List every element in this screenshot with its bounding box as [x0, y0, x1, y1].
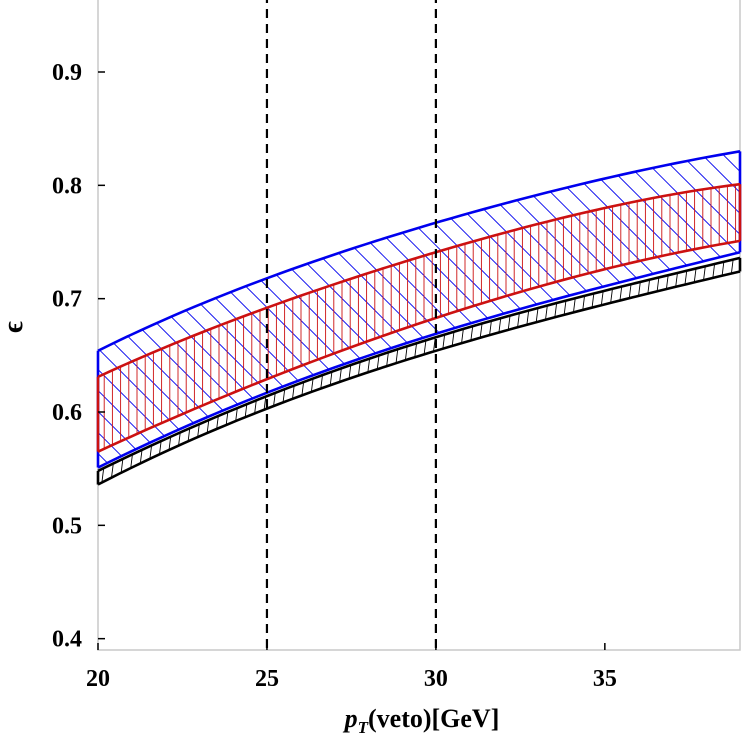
hatch-line: [550, 257, 582, 485]
hatch-line: [532, 257, 564, 485]
hatch-line: [735, 151, 740, 468]
hatch-line: [739, 257, 740, 485]
hatch-line: [98, 151, 286, 468]
hatch-line: [397, 257, 429, 485]
hatch-line: [147, 151, 475, 468]
hatch-line: [504, 151, 740, 468]
band-1-upper-edge: [97, 150, 741, 352]
hatch-line: [415, 257, 447, 485]
x-tick-label: 25: [255, 666, 279, 692]
band-series-3: [96, 256, 742, 486]
x-tick-label: 30: [424, 666, 448, 692]
band-series-2: [96, 182, 742, 453]
band-2-hatching: [103, 184, 737, 452]
hatch-line: [462, 151, 740, 468]
hatch-line: [651, 151, 740, 468]
hatch-line: [631, 257, 663, 485]
x-tick-label: 20: [86, 666, 110, 692]
hatch-line: [685, 257, 717, 485]
hatch-line: [378, 151, 706, 468]
hatch-line: [712, 257, 740, 485]
hatch-line: [315, 151, 643, 468]
hatch-line: [460, 257, 492, 485]
hatch-line: [622, 257, 654, 485]
hatch-line: [98, 151, 244, 468]
band-3-upper-edge: [97, 256, 741, 473]
hatch-line: [469, 257, 501, 485]
x-axis-label-subscript: T: [358, 718, 369, 737]
hatch-line: [231, 151, 559, 468]
x-axis-label: pT(veto)[GeV]: [343, 704, 500, 737]
band-2-lower-edge: [97, 239, 741, 453]
y-tick-label: 0.5: [52, 513, 82, 539]
hatch-line: [98, 151, 202, 468]
hatch-line: [559, 257, 591, 485]
hatch-line: [478, 257, 510, 485]
hatch-line: [98, 151, 265, 468]
hatch-line: [98, 257, 123, 485]
x-axis-label-rest: (veto)[GeV]: [368, 704, 499, 733]
y-axis-label: ϵ: [0, 321, 29, 333]
hatch-line: [694, 257, 726, 485]
hatch-line: [703, 257, 735, 485]
hatch-line: [163, 257, 195, 485]
hatch-line: [676, 257, 708, 485]
hatch-line: [294, 151, 622, 468]
hatch-line: [208, 257, 240, 485]
y-tick-label: 0.7: [52, 287, 82, 313]
hatch-line: [487, 257, 519, 485]
hatch-line: [98, 151, 181, 468]
hatch-line: [630, 151, 740, 468]
y-tick-label: 0.6: [52, 400, 82, 426]
hatch-line: [609, 151, 740, 468]
hatch-line: [714, 151, 740, 468]
y-tick-label: 0.8: [52, 173, 82, 199]
hatch-line: [98, 151, 328, 468]
x-axis-label-main: p: [343, 704, 358, 733]
band-1-lower-edge: [97, 250, 741, 469]
hatch-line: [721, 257, 740, 485]
hatch-line: [98, 151, 370, 468]
hatch-line: [172, 257, 204, 485]
hatch-line: [388, 257, 420, 485]
hatch-line: [98, 151, 223, 468]
band-3-lower-edge: [97, 270, 741, 486]
x-tick-label: 35: [593, 666, 617, 692]
hatch-line: [190, 257, 222, 485]
hatch-line: [541, 257, 573, 485]
band-2-upper-edge: [97, 182, 741, 379]
y-tick-label: 0.9: [52, 60, 82, 86]
hatch-line: [336, 151, 664, 468]
hatch-line: [98, 151, 412, 468]
hatch-line: [189, 151, 517, 468]
hatch-line: [126, 151, 454, 468]
y-tick-label: 0.4: [52, 627, 82, 653]
hatch-line: [289, 257, 321, 485]
plot-frame: [97, 0, 741, 651]
